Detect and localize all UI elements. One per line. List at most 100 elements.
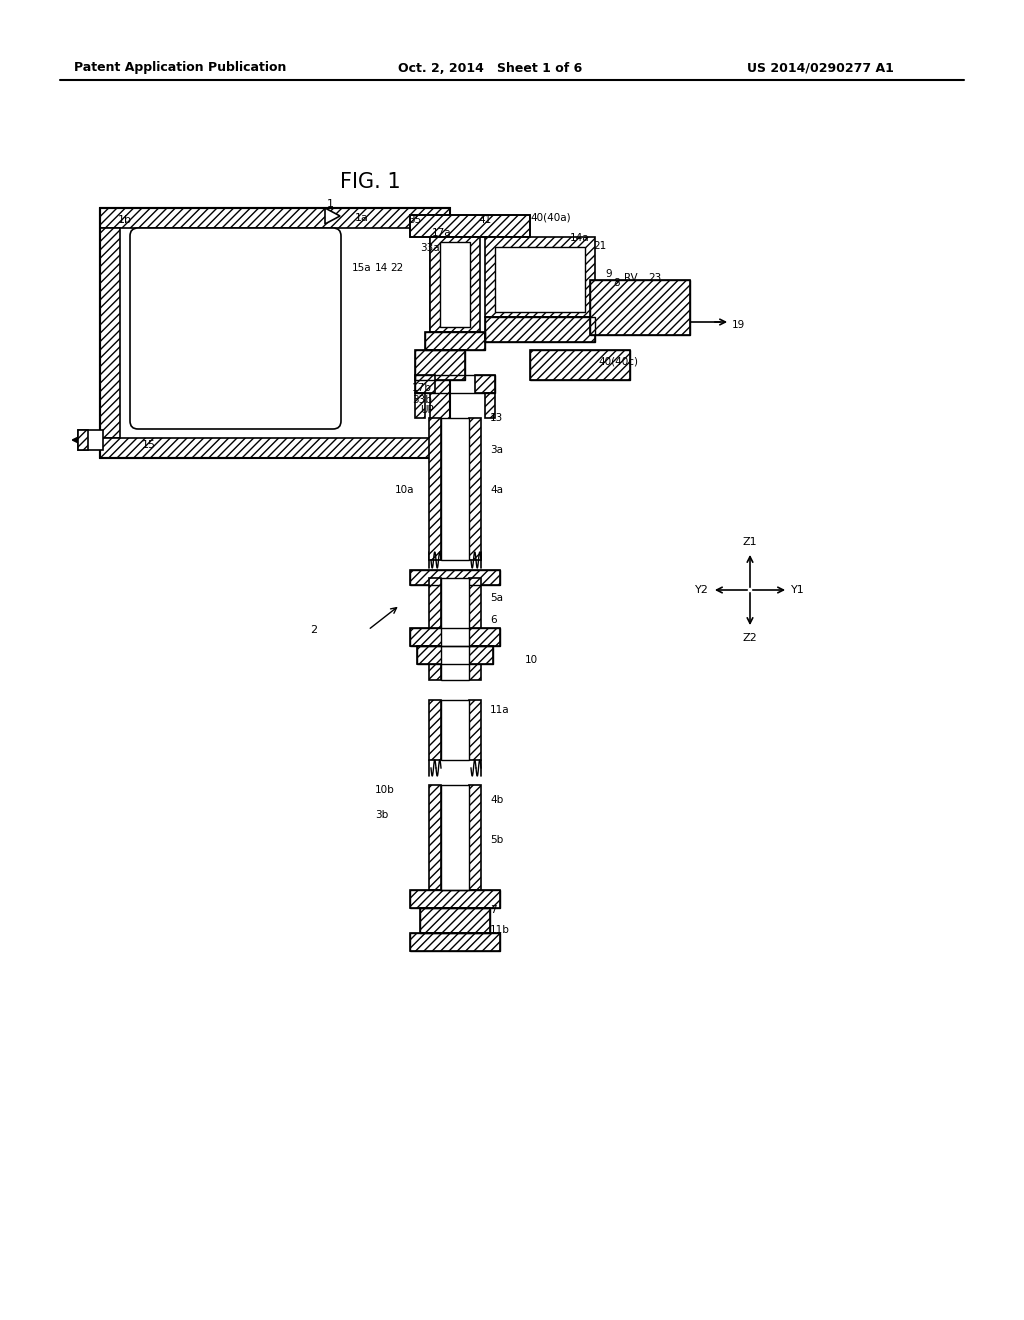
Bar bbox=[430, 228, 450, 438]
Text: 3a: 3a bbox=[490, 445, 503, 455]
Text: 11a: 11a bbox=[490, 705, 510, 715]
Text: Z1: Z1 bbox=[742, 537, 758, 546]
Text: 8: 8 bbox=[613, 279, 620, 288]
Text: 35: 35 bbox=[409, 215, 422, 224]
Text: 14: 14 bbox=[375, 263, 388, 273]
Bar bbox=[530, 350, 630, 380]
Text: 2: 2 bbox=[310, 624, 317, 635]
Text: 17a: 17a bbox=[432, 228, 452, 238]
Text: Oct. 2, 2014   Sheet 1 of 6: Oct. 2, 2014 Sheet 1 of 6 bbox=[398, 62, 582, 74]
Bar bbox=[417, 645, 493, 664]
Bar bbox=[430, 238, 480, 333]
Text: 33b: 33b bbox=[412, 395, 432, 405]
Text: 40(40c): 40(40c) bbox=[598, 356, 638, 367]
Text: 7: 7 bbox=[490, 906, 497, 915]
Bar bbox=[590, 280, 690, 335]
Text: 21: 21 bbox=[593, 242, 606, 251]
Text: 1a: 1a bbox=[355, 213, 369, 223]
Bar bbox=[410, 890, 500, 908]
Bar bbox=[495, 247, 585, 312]
Text: 11b: 11b bbox=[490, 925, 510, 935]
Text: L2: L2 bbox=[441, 615, 455, 624]
Bar bbox=[485, 393, 495, 418]
Bar bbox=[410, 570, 500, 585]
Bar bbox=[429, 700, 441, 760]
Bar bbox=[415, 375, 435, 393]
Text: 15a: 15a bbox=[352, 263, 372, 273]
Text: Y2: Y2 bbox=[695, 585, 709, 595]
Bar bbox=[429, 578, 441, 680]
Bar bbox=[100, 438, 450, 458]
Bar bbox=[469, 700, 481, 760]
Bar bbox=[420, 908, 490, 933]
Text: 17b: 17b bbox=[412, 383, 432, 393]
Text: 15: 15 bbox=[142, 440, 156, 450]
Text: Patent Application Publication: Patent Application Publication bbox=[74, 62, 286, 74]
Bar bbox=[469, 418, 481, 560]
Text: L4: L4 bbox=[441, 814, 455, 825]
Text: 5b: 5b bbox=[490, 836, 503, 845]
Bar bbox=[425, 333, 485, 350]
Text: 3b: 3b bbox=[375, 810, 388, 820]
Bar bbox=[530, 350, 630, 380]
Bar bbox=[410, 628, 500, 645]
Text: 9: 9 bbox=[605, 269, 611, 279]
Text: 10a: 10a bbox=[395, 484, 415, 495]
Text: Z2: Z2 bbox=[742, 634, 758, 643]
Bar bbox=[417, 645, 493, 664]
Text: 5a: 5a bbox=[490, 593, 503, 603]
Bar bbox=[469, 785, 481, 890]
Bar bbox=[420, 908, 490, 933]
Bar bbox=[415, 350, 465, 380]
Bar bbox=[441, 418, 469, 560]
Text: 4a: 4a bbox=[490, 484, 503, 495]
Bar bbox=[410, 890, 500, 908]
Bar bbox=[410, 933, 500, 950]
Text: 13: 13 bbox=[490, 413, 503, 422]
Text: 10: 10 bbox=[525, 655, 539, 665]
Bar bbox=[429, 418, 441, 560]
FancyBboxPatch shape bbox=[130, 228, 341, 429]
Text: Y1: Y1 bbox=[792, 585, 805, 595]
Bar bbox=[410, 570, 500, 585]
Text: US 2014/0290277 A1: US 2014/0290277 A1 bbox=[746, 62, 893, 74]
Bar bbox=[78, 430, 88, 450]
Bar bbox=[410, 628, 500, 645]
Bar bbox=[485, 317, 595, 342]
Bar bbox=[485, 317, 595, 342]
Bar bbox=[441, 578, 469, 680]
Text: 19: 19 bbox=[732, 319, 745, 330]
Bar bbox=[485, 238, 595, 317]
Bar bbox=[410, 215, 530, 238]
Polygon shape bbox=[325, 209, 340, 224]
Text: 40(40a): 40(40a) bbox=[530, 213, 570, 223]
Text: 22: 22 bbox=[390, 263, 403, 273]
Bar bbox=[590, 280, 690, 335]
Text: FIG. 1: FIG. 1 bbox=[340, 172, 400, 191]
Text: 10b: 10b bbox=[375, 785, 394, 795]
Text: L1: L1 bbox=[441, 455, 455, 465]
Bar bbox=[410, 933, 500, 950]
Bar bbox=[425, 333, 485, 350]
Bar bbox=[78, 430, 103, 450]
Bar bbox=[441, 785, 469, 890]
Bar bbox=[469, 578, 481, 680]
Bar bbox=[100, 209, 450, 228]
Text: RV: RV bbox=[624, 273, 638, 282]
Text: 6: 6 bbox=[490, 615, 497, 624]
Text: 1b: 1b bbox=[118, 215, 132, 224]
Bar bbox=[100, 228, 120, 438]
Text: 14a: 14a bbox=[570, 234, 590, 243]
Bar bbox=[475, 375, 495, 393]
Bar bbox=[441, 700, 469, 760]
Bar bbox=[415, 375, 495, 393]
Text: UP: UP bbox=[420, 405, 434, 414]
Text: 4b: 4b bbox=[490, 795, 503, 805]
Text: 1: 1 bbox=[327, 199, 334, 209]
Text: L3: L3 bbox=[441, 715, 455, 725]
Bar bbox=[410, 215, 530, 238]
Bar bbox=[415, 393, 425, 418]
Bar bbox=[415, 350, 465, 380]
Bar bbox=[100, 209, 450, 458]
Text: 41: 41 bbox=[478, 215, 492, 224]
